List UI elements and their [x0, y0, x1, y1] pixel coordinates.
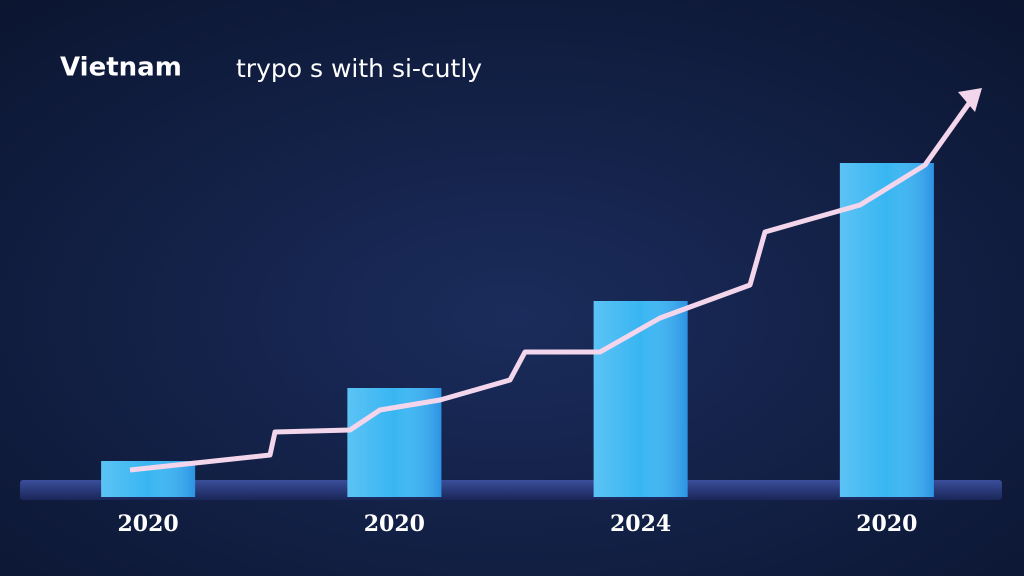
chart-subtitle: trypo s with si-cutly	[236, 54, 482, 83]
bar-shade	[593, 301, 688, 497]
x-tick-label: 2020	[364, 511, 425, 537]
x-tick-label: 2024	[610, 511, 671, 537]
bar-shade	[839, 163, 934, 497]
chart-title: Vietnam	[60, 53, 182, 83]
x-tick-label: 2020	[856, 511, 917, 537]
trend-arrow	[958, 88, 982, 112]
trend-line	[129, 93, 978, 473]
x-tick-label: 2020	[118, 511, 179, 537]
bars	[101, 163, 934, 497]
platform	[20, 480, 1002, 500]
